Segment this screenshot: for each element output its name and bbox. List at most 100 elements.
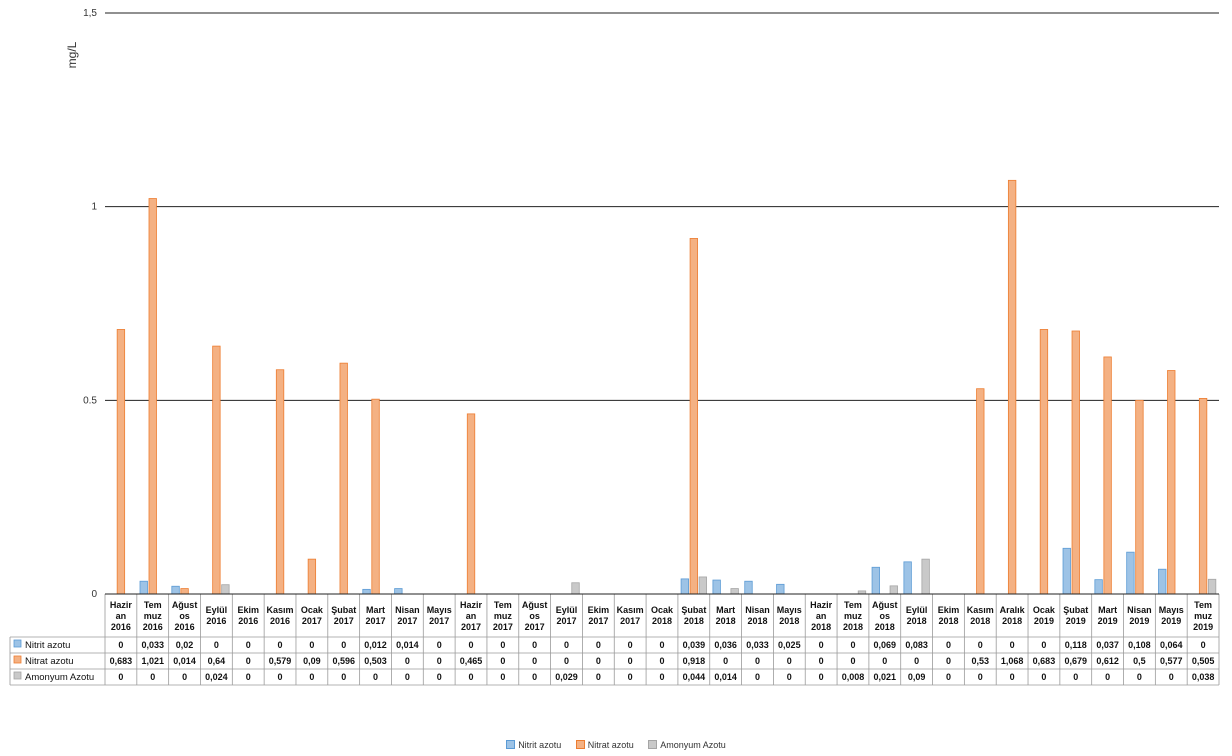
table-cell: 0 [341,672,346,682]
table-cell: 0,118 [1065,640,1087,650]
bar-nitrit-9 [395,589,403,594]
bar-nitrat-11 [467,414,475,594]
table-cell: 0,064 [1160,640,1183,650]
category-label: 2019 [1098,616,1118,626]
category-label: Mayıs [777,605,802,615]
category-label: 2019 [1129,616,1149,626]
category-label: 2016 [111,622,131,632]
bar-nitrat-18 [690,238,698,594]
row-swatch-nitrat [14,656,21,663]
bar-amonyum-34 [1208,579,1216,594]
table-cell: 0,024 [205,672,228,682]
category-label: muz [494,611,513,621]
category-label: 2016 [143,622,163,632]
bar-nitrat-30 [1072,331,1080,594]
bar-nitrat-0 [117,329,125,594]
category-label: muz [1194,611,1213,621]
category-label: Kasım [967,605,994,615]
category-label: Şubat [331,605,356,615]
bar-nitrit-2 [172,586,180,594]
table-cell: 0,5 [1133,656,1146,666]
bar-amonyum-3 [222,585,230,594]
table-cell: 0 [850,640,855,650]
legend-label-amonyum: Amonyum Azotu [660,740,726,750]
category-label: Tem [144,600,162,610]
data-table: Haziran2016Temmuz2016Ağustos2016Eylül201… [10,594,1219,685]
table-cell: 0 [469,640,474,650]
category-label: Şubat [681,605,706,615]
category-label: an [466,611,477,621]
row-label-nitrat: Nitrat azotu [25,656,74,667]
table-cell: 0 [278,672,283,682]
category-label: Nisan [745,605,770,615]
category-label: 2017 [334,616,354,626]
table-cell: 0 [946,640,951,650]
category-label: Hazir [460,600,483,610]
table-cell: 0 [246,672,251,682]
table-cell: 0 [500,672,505,682]
category-label: os [529,611,540,621]
category-label: Mart [366,605,385,615]
table-cell: 0 [628,656,633,666]
table-cell: 0 [118,640,123,650]
category-label: 2017 [461,622,481,632]
category-label: 2017 [525,622,545,632]
table-cell: 0 [1169,672,1174,682]
legend: Nitrit azotu Nitrat azotu Amonyum Azotu [0,740,1232,750]
category-label: Mart [1098,605,1117,615]
category-label: 2019 [1161,616,1181,626]
bar-nitrat-27 [977,389,985,594]
table-cell: 0 [1041,672,1046,682]
table-cell: 0,64 [208,656,226,666]
bar-nitrit-1 [140,581,148,594]
bar-nitrit-21 [777,584,785,594]
table-cell: 0 [1105,672,1110,682]
category-label: Nisan [1127,605,1152,615]
table-cell: 0 [564,656,569,666]
category-label: Ekim [938,605,960,615]
bar-nitrat-32 [1136,400,1144,594]
table-cell: 0 [946,672,951,682]
category-label: Kasım [617,605,644,615]
bar-amonyum-24 [890,586,898,594]
category-label: 2018 [652,616,672,626]
bar-nitrat-6 [308,559,316,594]
category-label: muz [144,611,163,621]
table-cell: 0 [628,672,633,682]
category-label: 2019 [1034,616,1054,626]
category-label: 2018 [811,622,831,632]
table-cell: 0 [659,640,664,650]
category-label: 2017 [366,616,386,626]
category-label: Mayıs [1159,605,1184,615]
category-label: 2016 [270,616,290,626]
bar-nitrat-1 [149,199,157,594]
bar-nitrit-8 [363,589,371,594]
category-label: 2018 [684,616,704,626]
legend-swatch-nitrit [506,740,515,749]
category-label: Mart [716,605,735,615]
legend-label-nitrit: Nitrit azotu [518,740,561,750]
table-cell: 0,918 [683,656,706,666]
y-axis-label: mg/L [65,41,79,68]
y-axis-ticks: 0 0.5 1 1,5 [83,8,97,600]
table-cell: 0,021 [874,672,897,682]
table-cell: 0 [1137,672,1142,682]
table-cell: 0 [500,656,505,666]
category-label: Hazir [810,600,833,610]
table-cell: 0 [246,656,251,666]
table-cell: 0 [850,656,855,666]
table-cell: 1,021 [141,656,164,666]
category-label: Aralık [1000,605,1026,615]
bar-nitrit-33 [1159,569,1167,594]
bar-nitrit-25 [904,562,912,594]
table-cell: 0 [1010,672,1015,682]
category-label: os [880,611,891,621]
category-label: Ağust [522,600,548,610]
table-cell: 0 [596,656,601,666]
table-cell: 0 [309,672,314,682]
category-label: 2019 [1193,622,1213,632]
category-label: Nisan [395,605,420,615]
table-cell: 0 [150,672,155,682]
bar-nitrat-8 [372,399,380,594]
table-cell: 0 [118,672,123,682]
